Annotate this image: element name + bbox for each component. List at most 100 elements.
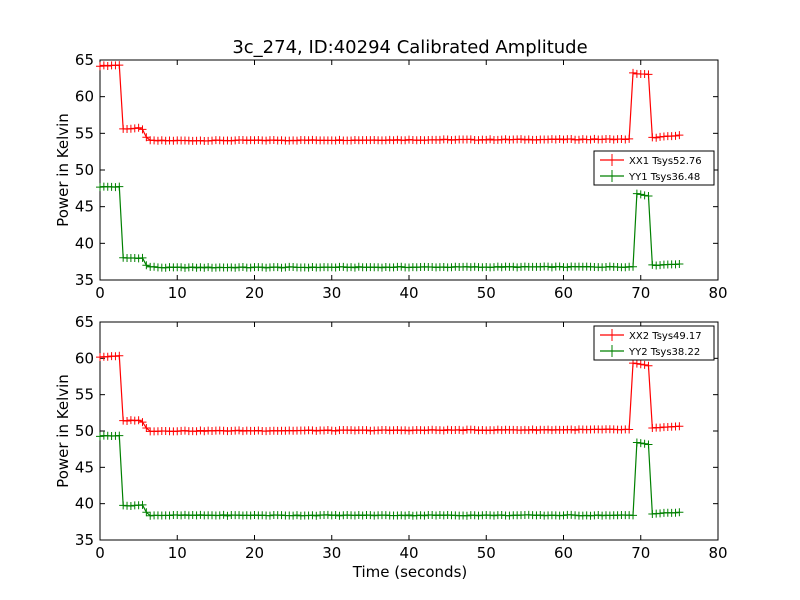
- data-point-marker: [142, 261, 151, 270]
- data-point-marker: [567, 134, 576, 143]
- data-point-marker: [443, 135, 452, 144]
- data-point-marker: [621, 135, 630, 144]
- data-point-marker: [208, 136, 217, 145]
- data-point-marker: [644, 361, 653, 370]
- data-point-marker: [629, 511, 638, 520]
- data-point-marker: [497, 263, 506, 272]
- bottom-y-axis-label: Power in Kelvin: [54, 374, 72, 488]
- data-point-marker: [134, 123, 143, 132]
- data-point-marker: [528, 425, 537, 434]
- y-tick-label: 35: [75, 531, 94, 549]
- bottom-legend-box: [593, 325, 715, 361]
- data-point-marker: [115, 61, 124, 70]
- x-tick-label: 0: [95, 544, 105, 562]
- data-point-marker: [196, 263, 205, 272]
- data-point-marker: [401, 136, 410, 145]
- x-tick-label: 40: [399, 544, 418, 562]
- data-point-marker: [632, 438, 641, 447]
- data-point-marker: [331, 426, 340, 435]
- data-point-marker: [439, 426, 448, 435]
- data-point-marker: [362, 426, 371, 435]
- data-point-marker: [99, 61, 108, 70]
- data-point-marker: [331, 136, 340, 145]
- data-point-marker: [629, 68, 638, 77]
- x-tick-label: 10: [168, 284, 187, 302]
- data-point-marker: [200, 427, 209, 436]
- data-point-marker: [347, 263, 356, 272]
- data-point-marker: [103, 352, 112, 361]
- x-tick-label: 60: [554, 284, 573, 302]
- data-point-marker: [196, 426, 205, 435]
- data-point-marker: [323, 426, 332, 435]
- x-tick-label: 20: [245, 544, 264, 562]
- bottom-x-axis-ticks: 0 10 20 30 40 50 60 70 80: [95, 322, 728, 562]
- x-tick-label: 30: [322, 284, 341, 302]
- data-point-marker: [115, 351, 124, 360]
- data-point-marker: [675, 259, 684, 268]
- data-point-marker: [636, 439, 645, 448]
- data-point-marker: [656, 509, 665, 518]
- top-legend: XX1 Tsys52.76 YY1 Tsys36.48: [593, 150, 715, 186]
- data-point-marker: [455, 425, 464, 434]
- data-point-marker: [389, 263, 398, 272]
- data-point-marker: [555, 134, 564, 143]
- data-point-marker: [331, 263, 340, 272]
- top-subplot: 0 10 20 30 40 50 60 70 80 35 40 45 50 55 60 65 Power i…: [54, 51, 728, 302]
- data-point-marker: [377, 263, 386, 272]
- data-point-marker: [180, 263, 189, 272]
- data-point-marker: [447, 263, 456, 272]
- data-point-marker: [517, 135, 526, 144]
- data-point-marker: [188, 263, 197, 272]
- bottom-legend: XX2 Tsys49.17 YY2 Tsys38.22: [593, 325, 715, 361]
- x-tick-label: 10: [168, 544, 187, 562]
- data-point-marker: [312, 511, 321, 520]
- data-point-marker: [675, 131, 684, 140]
- data-point-marker: [138, 253, 147, 262]
- data-point-marker: [544, 262, 553, 271]
- data-point-marker: [123, 416, 132, 425]
- bottom-legend-label-xx2: XX2 Tsys49.17: [629, 331, 702, 342]
- data-point-marker: [273, 263, 282, 272]
- data-point-marker: [138, 418, 147, 427]
- data-point-marker: [563, 263, 572, 272]
- data-point-marker: [636, 190, 645, 199]
- data-point-marker: [161, 263, 170, 272]
- y-tick-label: 65: [75, 51, 94, 69]
- data-point-marker: [590, 134, 599, 143]
- data-point-marker: [200, 263, 209, 272]
- data-point-marker: [482, 135, 491, 144]
- data-point-marker: [215, 511, 224, 520]
- top-y-axis-label: Power in Kelvin: [54, 113, 72, 227]
- data-point-marker: [625, 425, 634, 434]
- data-point-marker: [103, 61, 112, 70]
- data-point-marker: [126, 416, 135, 425]
- data-point-marker: [150, 262, 159, 271]
- data-point-marker: [219, 510, 228, 519]
- data-point-marker: [466, 135, 475, 144]
- data-point-marker: [536, 510, 545, 519]
- data-point-marker: [640, 439, 649, 448]
- data-point-marker: [138, 500, 147, 509]
- data-point-marker: [524, 426, 533, 435]
- data-point-marker: [134, 416, 143, 425]
- data-point-marker: [96, 432, 104, 441]
- data-point-marker: [462, 511, 471, 520]
- y-tick-label: 35: [75, 271, 94, 289]
- data-point-marker: [177, 263, 186, 272]
- data-point-marker: [223, 511, 232, 520]
- data-point-marker: [567, 425, 576, 434]
- data-point-marker: [555, 262, 564, 271]
- data-point-marker: [497, 510, 506, 519]
- data-point-marker: [574, 135, 583, 144]
- data-point-marker: [115, 182, 124, 191]
- data-point-marker: [605, 135, 614, 144]
- data-point-marker: [675, 508, 684, 517]
- top-legend-label-yy1: YY1 Tsys36.48: [628, 172, 700, 183]
- data-point-marker: [265, 511, 274, 520]
- data-point-marker: [524, 135, 533, 144]
- data-point-marker: [331, 510, 340, 519]
- data-point-marker: [551, 135, 560, 144]
- top-y-axis-ticks: 35 40 45 50 55 60 65: [75, 51, 718, 289]
- data-point-marker: [625, 134, 634, 143]
